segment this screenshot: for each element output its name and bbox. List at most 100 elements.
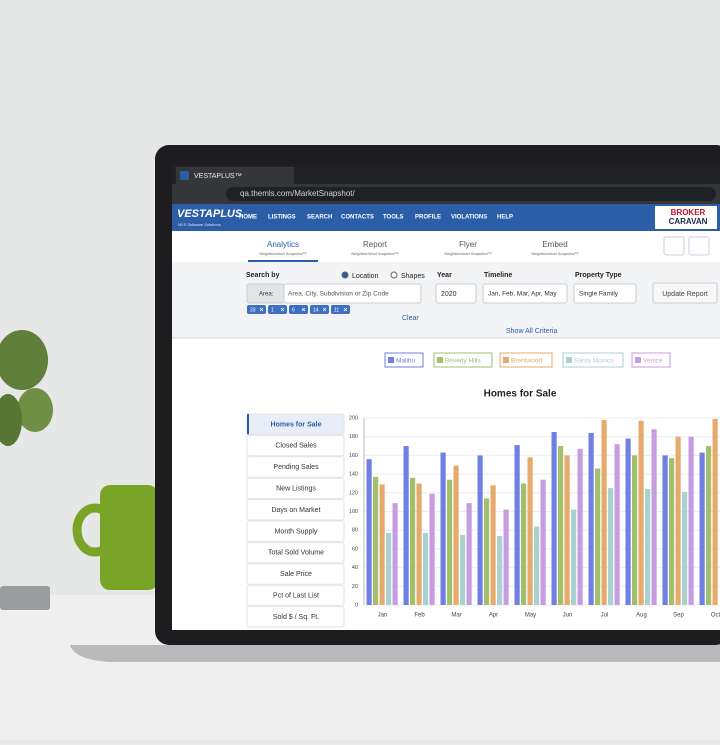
bar: [595, 468, 601, 605]
bar: [688, 436, 694, 605]
x-tick-label: Aug: [636, 613, 647, 619]
metric-label[interactable]: Sale Price: [280, 571, 312, 578]
chip-remove[interactable]: [301, 307, 306, 312]
bar: [447, 479, 453, 605]
show-all-link[interactable]: Show All Criteria: [506, 328, 557, 335]
metric-item[interactable]: [246, 541, 345, 564]
tab-label[interactable]: Embed: [542, 240, 567, 249]
update-label[interactable]: Update Report: [662, 291, 708, 298]
metric-label[interactable]: Pending Sales: [273, 464, 319, 471]
chip[interactable]: [268, 305, 287, 314]
chip-remove[interactable]: [280, 307, 285, 312]
bar: [651, 429, 657, 605]
bar: [638, 420, 644, 605]
chip-remove[interactable]: [259, 307, 264, 312]
metric-label[interactable]: New Listings: [276, 486, 316, 493]
nav-item[interactable]: PROFILE: [415, 215, 441, 221]
clear-link[interactable]: Clear: [402, 315, 419, 322]
bar: [477, 455, 483, 605]
legend-box[interactable]: [384, 352, 424, 368]
tab-label[interactable]: Flyer: [459, 240, 477, 249]
nav-item[interactable]: LISTINGS: [268, 215, 296, 221]
chip[interactable]: [247, 305, 266, 314]
bar: [403, 446, 409, 605]
chip[interactable]: [310, 305, 329, 314]
radio[interactable]: [390, 271, 398, 279]
chip-label: 11: [334, 307, 339, 313]
metric-item[interactable]: [246, 584, 345, 607]
timeline-select[interactable]: [482, 283, 568, 304]
nav-item[interactable]: SEARCH: [307, 215, 332, 221]
metric-item[interactable]: [246, 456, 345, 478]
y-tick-label: 200: [349, 415, 358, 421]
legend-box[interactable]: [631, 352, 671, 368]
bar: [373, 476, 379, 605]
metric-label[interactable]: Homes for Sale: [271, 421, 322, 428]
radio[interactable]: [341, 271, 349, 279]
tab-sub: Neighborhood Snapshot™: [351, 251, 398, 256]
x-tick-label: Mar: [451, 613, 461, 619]
legend-label[interactable]: Brentwood: [511, 358, 542, 365]
update-button[interactable]: [652, 282, 718, 304]
metric-item[interactable]: [246, 520, 345, 542]
bar: [534, 526, 540, 605]
metric-item[interactable]: [246, 499, 345, 521]
metric-label[interactable]: Sold $ / Sq. Ft.: [273, 614, 319, 621]
metric-item[interactable]: [246, 563, 345, 585]
print-button: [663, 236, 685, 256]
metric-label[interactable]: Days on Market: [271, 507, 320, 514]
y-tick-label: 140: [349, 472, 358, 478]
area-placeholder[interactable]: Area, City, Subdivision or Zip Code: [288, 291, 389, 298]
tab-label[interactable]: Analytics: [267, 240, 299, 249]
label: Year: [437, 272, 452, 279]
legend-label[interactable]: Santa Monica: [574, 358, 614, 365]
chip-label: 1: [271, 307, 274, 313]
year-select[interactable]: [435, 283, 477, 304]
x-tick-label: Jun: [563, 613, 573, 619]
chip[interactable]: [331, 305, 350, 314]
nav-item[interactable]: CONTACTS: [341, 215, 374, 221]
area-input[interactable]: [283, 283, 422, 304]
metric-label[interactable]: Total Sold Volume: [268, 550, 324, 557]
metric-item[interactable]: [246, 606, 345, 628]
bar: [645, 489, 651, 605]
bar: [386, 533, 392, 605]
y-tick-label: 0: [355, 602, 358, 608]
legend-box[interactable]: [562, 352, 624, 368]
metric-label[interactable]: Closed Sales: [275, 443, 317, 450]
x-tick-label: Sep: [673, 613, 684, 619]
nav-item[interactable]: HELP: [497, 215, 513, 221]
nav-item[interactable]: HOME: [239, 215, 257, 221]
metric-item[interactable]: [246, 434, 345, 457]
bar: [662, 455, 668, 605]
metric-item[interactable]: [246, 477, 345, 500]
legend-label[interactable]: Beverly Hills: [445, 358, 482, 365]
metric-label[interactable]: Pct of Last List: [273, 593, 319, 600]
legend-label[interactable]: Venice: [643, 358, 663, 365]
chip[interactable]: [289, 305, 308, 314]
tab-icon: [180, 171, 189, 180]
radio-label: Shapes: [401, 273, 425, 280]
bar: [514, 445, 520, 605]
legend-label[interactable]: Malibu: [396, 358, 416, 365]
chip-label: 14: [313, 307, 319, 313]
nav-item[interactable]: VIOLATIONS: [451, 215, 487, 221]
legend-box[interactable]: [499, 352, 553, 368]
timeline-value: Jan, Feb, Mar, Apr, May: [488, 291, 557, 298]
tab-label[interactable]: Report: [363, 240, 388, 249]
partner-logo: CARAVAN: [669, 217, 708, 226]
metric-label[interactable]: Month Supply: [275, 528, 318, 535]
nav-item[interactable]: TOOLS: [383, 215, 404, 221]
tab-title[interactable]: VESTAPLUS™: [194, 173, 242, 180]
chip-remove[interactable]: [343, 307, 348, 312]
bar: [392, 503, 398, 605]
url[interactable]: qa.themls.com/MarketSnapshot/: [240, 189, 355, 198]
bar: [503, 509, 509, 605]
bar: [699, 452, 705, 605]
legend-box[interactable]: [433, 352, 493, 368]
share-button: [688, 236, 710, 256]
chip-remove[interactable]: [322, 307, 327, 312]
y-tick-label: 120: [349, 490, 358, 496]
property-select[interactable]: [573, 283, 637, 304]
bar: [484, 498, 490, 605]
